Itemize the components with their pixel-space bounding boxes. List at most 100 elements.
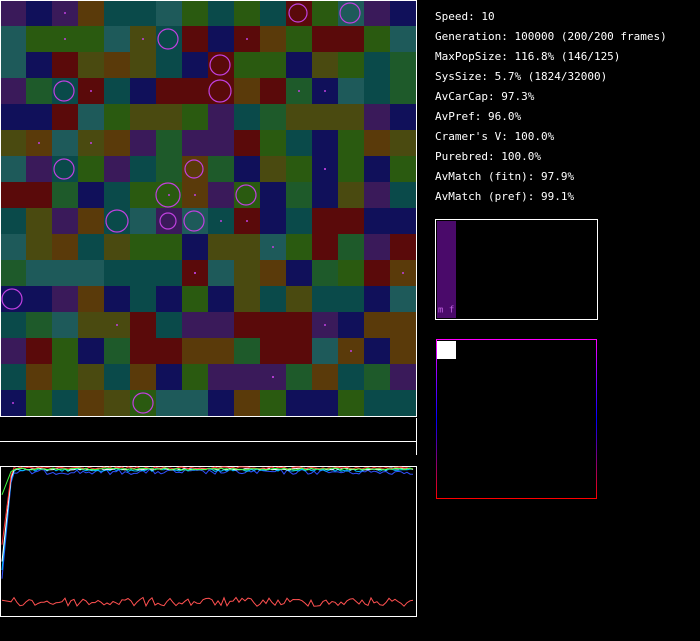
grid-cell [312, 52, 338, 78]
agent-dot [324, 324, 326, 326]
grid-cell [130, 234, 156, 260]
grid-cell [312, 338, 338, 364]
grid-cell [52, 234, 78, 260]
grid-cell [104, 52, 130, 78]
world-grid [0, 0, 416, 416]
agent [208, 79, 232, 103]
histogram-box [435, 219, 598, 320]
grid-cell [260, 52, 286, 78]
grid-cell [286, 104, 312, 130]
grid-cell [78, 390, 104, 416]
grid-cell [104, 286, 130, 312]
agent-dot [324, 90, 326, 92]
grid-cell [364, 390, 390, 416]
agent [132, 392, 154, 414]
grid-cell [260, 260, 286, 286]
grid-cell [364, 52, 390, 78]
grid-cell [312, 130, 338, 156]
grid-cell [390, 26, 416, 52]
grid-cell [208, 338, 234, 364]
agent-dot [350, 350, 352, 352]
grid-cell [338, 286, 364, 312]
grid-cell [208, 78, 234, 104]
grid-cell [286, 26, 312, 52]
grid-cell [130, 208, 156, 234]
history-line [1, 467, 414, 495]
grid-cell [390, 0, 416, 26]
history-line [1, 596, 414, 608]
grid-cell [26, 182, 52, 208]
grid-cell [234, 130, 260, 156]
grid-cell [312, 286, 338, 312]
grid-cell [156, 260, 182, 286]
grid-cell [260, 312, 286, 338]
histogram-labels: m f [438, 306, 454, 316]
grid-cell [78, 338, 104, 364]
grid-cell [208, 234, 234, 260]
grid-cell [390, 130, 416, 156]
grid-cell [390, 338, 416, 364]
grid-cell [312, 390, 338, 416]
grid-cell [286, 286, 312, 312]
grid-cell [260, 338, 286, 364]
grid-cell [104, 0, 130, 26]
grid-cell [260, 286, 286, 312]
grid-cell [260, 0, 286, 26]
grid-cell [260, 78, 286, 104]
grid-cell [0, 182, 26, 208]
grid-cell [208, 182, 234, 208]
grid-cell [338, 52, 364, 78]
grid-cell [338, 104, 364, 130]
agent [183, 210, 205, 232]
grid-cell [234, 312, 260, 338]
grid-cell [0, 104, 26, 130]
grid-cell [26, 390, 52, 416]
grid-cell [26, 156, 52, 182]
grid-cell [390, 364, 416, 390]
grid-cell [286, 338, 312, 364]
grid-cell [234, 0, 260, 26]
grid-cell [234, 260, 260, 286]
grid-cell [182, 130, 208, 156]
stat-line: Cramer's V: 100.0% [435, 130, 555, 143]
agent-dot [272, 246, 274, 248]
grid-cell [364, 286, 390, 312]
agent [105, 209, 129, 233]
grid-cell [156, 130, 182, 156]
grid-cell [208, 286, 234, 312]
grid-cell [182, 286, 208, 312]
agent [157, 28, 179, 50]
grid-cell [338, 260, 364, 286]
grid-cell [286, 52, 312, 78]
grid-cell [234, 234, 260, 260]
grid-cell [312, 0, 338, 26]
stat-line: Purebred: 100.0% [435, 150, 541, 163]
grid-cell [234, 52, 260, 78]
grid-cell [0, 0, 26, 26]
grid-cell [130, 156, 156, 182]
grid-cell [156, 0, 182, 26]
grid-cell [208, 0, 234, 26]
grid-cell [0, 26, 26, 52]
grid-cell [52, 130, 78, 156]
agent-dot [246, 220, 248, 222]
grid-cell [338, 156, 364, 182]
grid-cell [390, 104, 416, 130]
grid-cell [208, 130, 234, 156]
grid-cell [286, 130, 312, 156]
grid-cell [130, 52, 156, 78]
grid-cell [156, 390, 182, 416]
grid-cell [78, 156, 104, 182]
stat-line: Speed: 10 [435, 10, 495, 23]
grid-cell [104, 182, 130, 208]
grid-cell [130, 338, 156, 364]
grid-cell [130, 130, 156, 156]
stat-line: AvPref: 96.0% [435, 110, 521, 123]
grid-cell [260, 390, 286, 416]
agent [235, 184, 257, 206]
grid-cell [78, 26, 104, 52]
grid-cell [52, 104, 78, 130]
grid-cell [286, 390, 312, 416]
grid-cell [234, 364, 260, 390]
